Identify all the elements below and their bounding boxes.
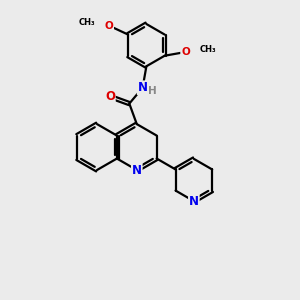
Text: O: O <box>105 90 115 103</box>
Text: O: O <box>181 47 190 57</box>
Text: N: N <box>189 195 199 208</box>
Text: N: N <box>132 164 142 176</box>
Text: N: N <box>138 81 148 94</box>
Text: CH₃: CH₃ <box>79 18 95 27</box>
Text: O: O <box>105 21 113 31</box>
Text: H: H <box>148 86 156 96</box>
Text: CH₃: CH₃ <box>199 46 216 55</box>
